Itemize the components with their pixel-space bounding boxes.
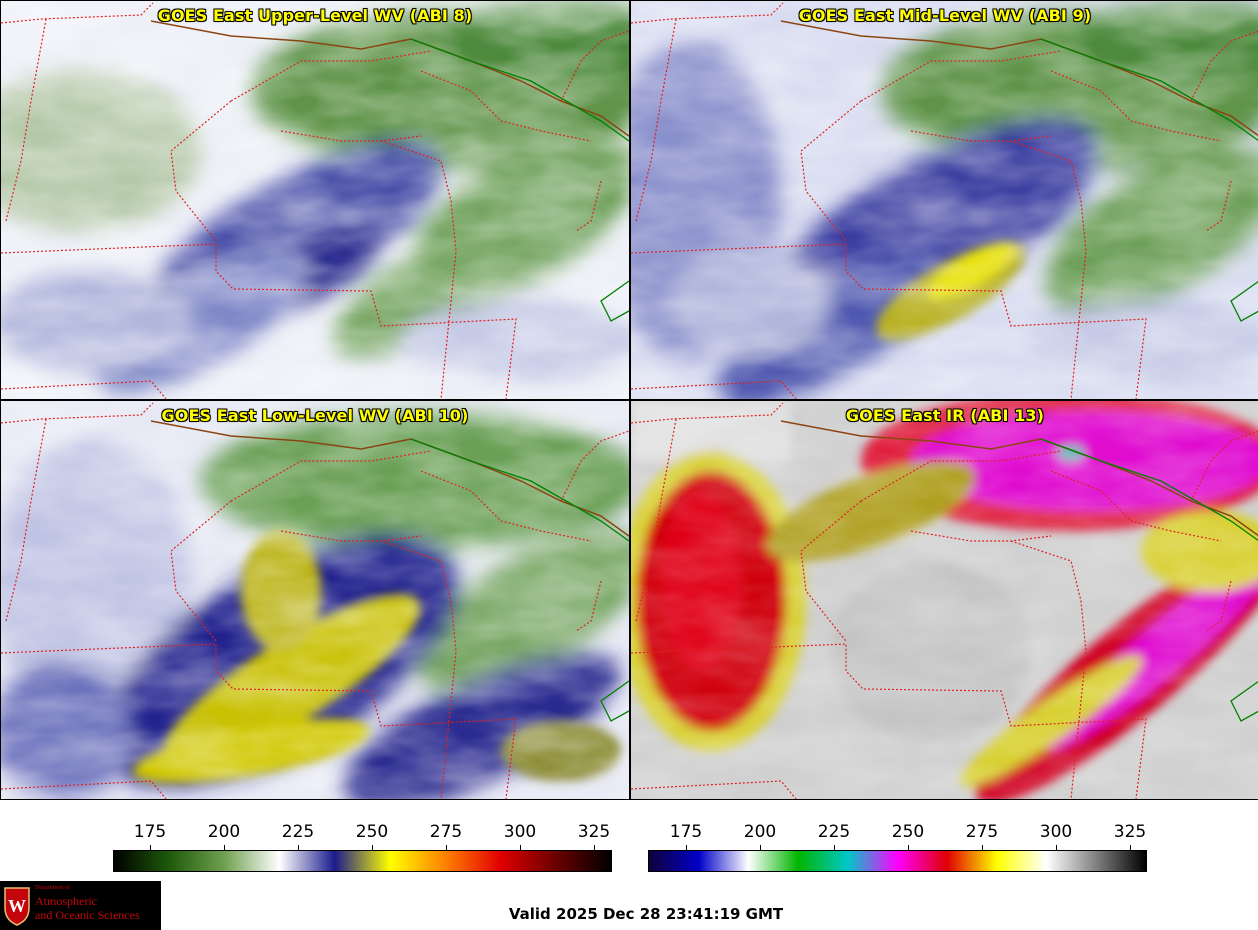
wv-tick-label: 175 bbox=[133, 822, 167, 842]
wv-tick-mark bbox=[372, 845, 373, 850]
ir-tick-mark bbox=[908, 845, 909, 850]
ir-tick-label: 250 bbox=[891, 822, 925, 842]
low-level-wv-title: GOES East Low-Level WV (ABI 10) bbox=[161, 406, 469, 425]
ir-image bbox=[631, 401, 1258, 799]
wv-tick-label: 325 bbox=[577, 822, 611, 842]
wv-tick-label: 225 bbox=[281, 822, 315, 842]
logo-line2: and Oceanic Sciences bbox=[35, 908, 140, 922]
ir-panel: GOES East IR (ABI 13) bbox=[630, 400, 1258, 800]
wv-tick-mark bbox=[150, 845, 151, 850]
uw-aos-logo: W Department of Atmospheric and Oceanic … bbox=[0, 881, 161, 930]
wv-tick-label: 250 bbox=[355, 822, 389, 842]
low-level-wv-panel: GOES East Low-Level WV (ABI 10) bbox=[0, 400, 630, 800]
mid-level-wv-panel: GOES East Mid-Level WV (ABI 9) bbox=[630, 0, 1258, 400]
upper-level-wv-image bbox=[1, 1, 629, 399]
wv-tick-mark bbox=[446, 845, 447, 850]
ir-tick-label: 200 bbox=[743, 822, 777, 842]
ir-colorbar bbox=[648, 850, 1147, 872]
wv-colorbar bbox=[113, 850, 612, 872]
ir-tick-mark bbox=[760, 845, 761, 850]
ir-tick-mark bbox=[686, 845, 687, 850]
wv-tick-mark bbox=[224, 845, 225, 850]
wv-tick-mark bbox=[594, 845, 595, 850]
wv-tick-label: 275 bbox=[429, 822, 463, 842]
wv-tick-label: 300 bbox=[503, 822, 537, 842]
wv-tick-label: 200 bbox=[207, 822, 241, 842]
mid-level-wv-image bbox=[631, 1, 1258, 399]
ir-tick-mark bbox=[1130, 845, 1131, 850]
ir-tick-mark bbox=[834, 845, 835, 850]
ir-tick-mark bbox=[1056, 845, 1057, 850]
low-level-wv-image bbox=[1, 401, 629, 799]
wv-tick-mark bbox=[520, 845, 521, 850]
logo-line1: Atmospheric bbox=[35, 894, 97, 908]
svg-text:W: W bbox=[8, 896, 26, 916]
ir-tick-label: 325 bbox=[1113, 822, 1147, 842]
ir-tick-label: 300 bbox=[1039, 822, 1073, 842]
uw-crest-icon: W bbox=[4, 887, 30, 926]
logo-dept-text: Department of bbox=[35, 885, 70, 891]
wv-tick-mark bbox=[298, 845, 299, 850]
ir-tick-label: 175 bbox=[669, 822, 703, 842]
ir-tick-label: 225 bbox=[817, 822, 851, 842]
ir-title: GOES East IR (ABI 13) bbox=[845, 406, 1045, 425]
ir-tick-label: 275 bbox=[965, 822, 999, 842]
ir-tick-mark bbox=[982, 845, 983, 850]
upper-level-wv-title: GOES East Upper-Level WV (ABI 8) bbox=[157, 6, 473, 25]
mid-level-wv-title: GOES East Mid-Level WV (ABI 9) bbox=[798, 6, 1092, 25]
valid-time: Valid 2025 Dec 28 23:41:19 GMT bbox=[508, 905, 784, 923]
upper-level-wv-panel: GOES East Upper-Level WV (ABI 8) bbox=[0, 0, 630, 400]
